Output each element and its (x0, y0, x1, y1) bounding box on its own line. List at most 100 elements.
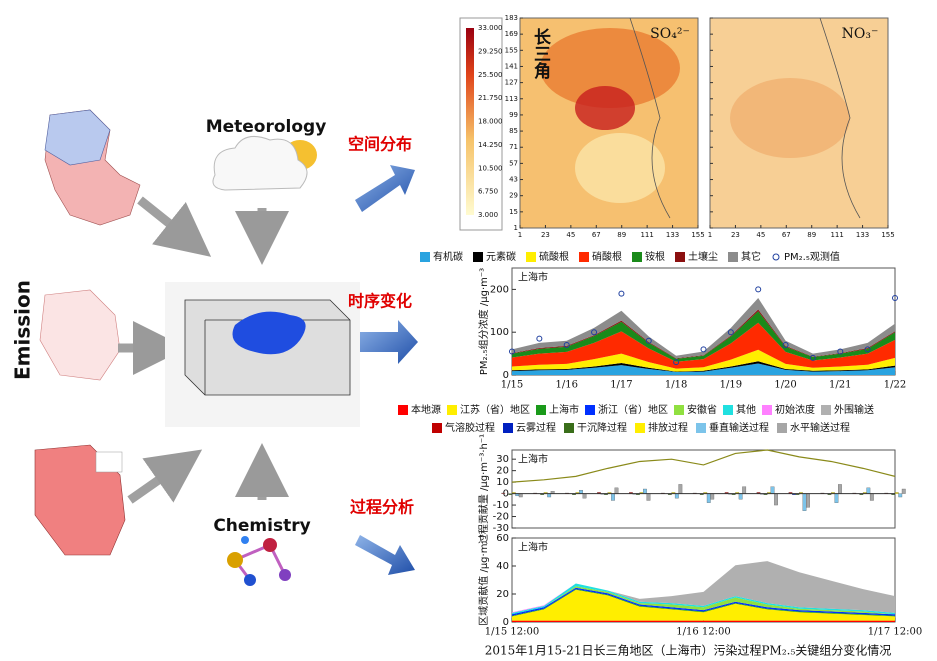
arrow (130, 465, 180, 500)
y-tick-label: 155 (505, 46, 518, 54)
colorbar-tick-label: 14.250 (478, 141, 503, 149)
bar (739, 494, 743, 500)
legend-label: 元素碳 (486, 250, 516, 263)
x-tick-label: 1/17 (610, 380, 632, 391)
legend-icon (96, 452, 122, 472)
legend-label: 排放过程 (648, 421, 688, 434)
legend-swatch (398, 405, 408, 415)
arrow (140, 200, 190, 240)
region-label: 上海市 (518, 453, 548, 466)
x-tick-label: 45 (756, 231, 765, 239)
bar (742, 487, 746, 494)
legend-swatch (526, 252, 536, 262)
legend-swatch (728, 252, 738, 262)
colorbar-tick-label: 25.500 (478, 71, 503, 79)
x-tick-label: 89 (617, 231, 626, 239)
legend-swatch (473, 252, 483, 262)
bar (895, 492, 899, 493)
y-tick-label: 10 (496, 477, 509, 488)
bar (519, 494, 523, 497)
map-hotspot (730, 78, 850, 158)
y-tick-label: 169 (505, 30, 518, 38)
x-tick-label: 1 (708, 231, 712, 239)
bar (675, 494, 679, 499)
legend-label: 其他 (736, 403, 756, 416)
y-tick-label: 1 (514, 224, 518, 232)
meteorology-label: Meteorology (206, 117, 327, 137)
x-tick-label: 1/15 (501, 380, 523, 391)
legend-label: 干沉降过程 (577, 421, 627, 434)
colorbar-tick-label: 21.750 (478, 94, 503, 102)
bar (707, 494, 711, 503)
region-label: 长三角 (530, 27, 551, 80)
y-tick-label: 141 (505, 62, 518, 70)
chemistry-label: Chemistry (213, 516, 310, 536)
legend-marker (773, 254, 779, 260)
y-tick-label: 40 (496, 561, 509, 572)
legend-label: PM₂.₅观测值 (784, 250, 840, 263)
bar (583, 494, 587, 499)
bar (902, 489, 906, 494)
legend-swatch (777, 423, 787, 433)
legend-label: 外围输送 (834, 403, 874, 416)
bar (774, 494, 778, 505)
legend-label: 安徽省 (687, 403, 717, 416)
legend-swatch (432, 423, 442, 433)
bar (870, 494, 874, 501)
x-tick-label: 1/16 (555, 380, 577, 391)
colorbar-tick-label: 3.000 (478, 211, 498, 219)
y-tick-label: 20 (496, 466, 509, 477)
legend-label: 本地源 (411, 403, 441, 416)
bar (835, 494, 839, 503)
bar (711, 494, 715, 500)
y-tick-label: 43 (509, 176, 518, 184)
legend-swatch (564, 423, 574, 433)
bar (838, 484, 842, 493)
bar (643, 489, 647, 494)
y-tick-label: 15 (509, 208, 518, 216)
temporal-label: 时序变化 (348, 292, 412, 311)
y-tick-label: 20 (496, 589, 509, 600)
bar (547, 494, 551, 497)
legend-swatch (674, 405, 684, 415)
bar (502, 493, 506, 494)
x-tick-label: 155 (691, 231, 704, 239)
plot-frame (512, 450, 895, 528)
legend-label: 初始浓度 (775, 403, 815, 416)
y-axis-label: 过程贡献量 /μg·m⁻³·h⁻¹ (477, 434, 490, 544)
x-tick-label: 1/17 12:00 (868, 627, 922, 638)
x-tick-label: 155 (881, 231, 894, 239)
caption: 2015年1月15-21日长三角地区（上海市）污染过程PM₂.₅关键组分变化情况 (485, 643, 892, 658)
map-hotspot (575, 133, 665, 203)
map-hotspot (575, 86, 635, 130)
legend-swatch (420, 252, 430, 262)
region-label: 上海市 (518, 271, 548, 284)
y-tick-label: 29 (509, 192, 518, 200)
blue-arrow (355, 165, 415, 212)
x-tick-label: 23 (541, 231, 550, 239)
bar (647, 494, 651, 501)
species-label: SO₄²⁻ (650, 26, 690, 42)
legend-label: 土壤尘 (688, 250, 718, 263)
bar (509, 494, 513, 495)
y-tick-label: 60 (496, 533, 509, 544)
x-tick-label: 1/20 (774, 380, 796, 391)
legend-swatch (503, 423, 513, 433)
legend-label: 水平输送过程 (790, 421, 850, 434)
figure: Emission Meteorology Chemistry 空间分布 时序变化… (0, 0, 937, 661)
legend-label: 江苏（省）地区 (460, 403, 530, 416)
y-tick-label: 99 (509, 111, 518, 119)
legend-swatch (675, 252, 685, 262)
x-tick-label: 133 (856, 231, 869, 239)
legend-swatch (762, 405, 772, 415)
bar (579, 490, 583, 493)
x-tick-label: 23 (731, 231, 740, 239)
x-tick-label: 67 (592, 231, 601, 239)
colorbar-tick-label: 33.000 (478, 24, 503, 32)
y-tick-label: 0 (503, 489, 509, 500)
bar (771, 487, 775, 494)
y-tick-label: -20 (493, 512, 509, 523)
schematic: Emission Meteorology Chemistry 空间分布 时序变化… (11, 110, 419, 586)
legend-swatch (579, 252, 589, 262)
x-tick-label: 1/18 (665, 380, 687, 391)
